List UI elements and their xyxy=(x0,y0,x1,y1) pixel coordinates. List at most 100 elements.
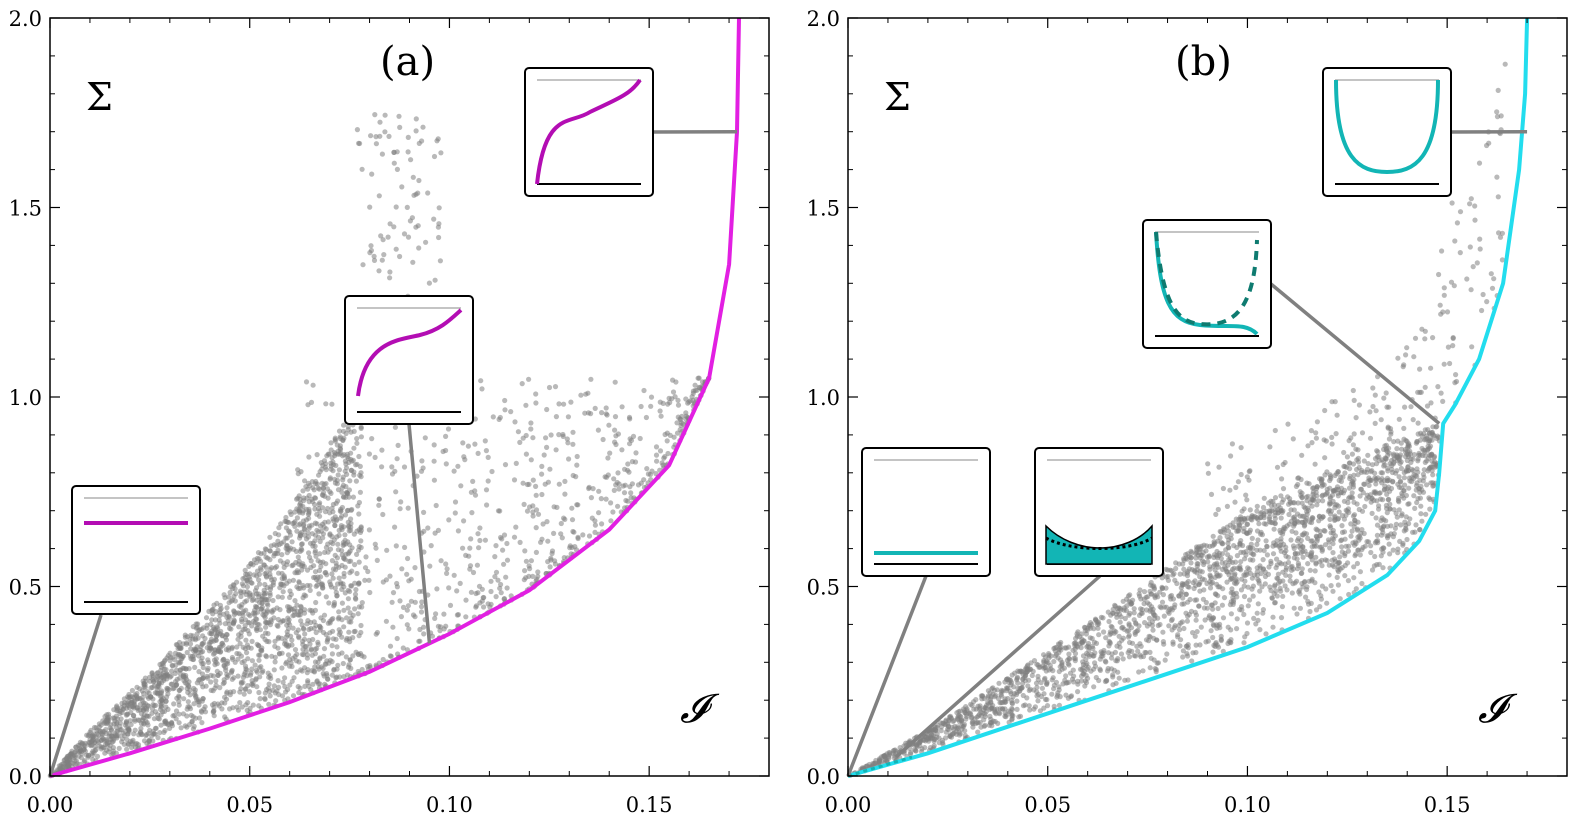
scatter-point xyxy=(1368,543,1374,549)
scatter-point xyxy=(228,626,234,632)
scatter-point xyxy=(275,594,281,600)
scatter-point xyxy=(1134,643,1140,649)
scatter-point xyxy=(1109,655,1115,661)
scatter-point xyxy=(1177,571,1183,577)
scatter-point xyxy=(1032,704,1038,710)
scatter-point xyxy=(108,726,114,732)
scatter-point xyxy=(128,722,134,728)
scatter-point xyxy=(1300,544,1306,550)
scatter-point xyxy=(433,611,439,617)
scatter-point xyxy=(1373,515,1379,521)
scatter-point xyxy=(325,676,331,682)
scatter-point xyxy=(1113,611,1119,617)
scatter-point xyxy=(956,709,962,715)
scatter-point xyxy=(608,500,614,506)
scatter-point xyxy=(306,492,312,499)
scatter-point xyxy=(1326,562,1332,568)
scatter-point xyxy=(1398,465,1404,472)
scatter-point xyxy=(356,633,362,639)
scatter-point xyxy=(310,681,316,687)
inset-curve xyxy=(535,78,642,185)
scatter-point xyxy=(167,650,173,656)
scatter-point xyxy=(1324,469,1330,475)
scatter-point xyxy=(1383,442,1389,448)
scatter-point xyxy=(256,652,262,658)
scatter-point xyxy=(578,392,584,398)
scatter-point xyxy=(266,620,272,626)
scatter-point xyxy=(199,661,205,667)
scatter-point xyxy=(1261,521,1267,527)
scatter-point xyxy=(1138,596,1144,602)
scatter-point xyxy=(279,594,285,600)
scatter-point xyxy=(213,609,219,615)
inset xyxy=(344,295,474,425)
scatter-point xyxy=(135,707,141,714)
scatter-point xyxy=(94,753,101,760)
scatter-point xyxy=(1300,554,1306,560)
scatter-point xyxy=(481,604,487,610)
scatter-point xyxy=(210,673,217,679)
scatter-point xyxy=(158,704,165,710)
scatter-point xyxy=(258,606,264,612)
scatter-point xyxy=(908,751,914,757)
scatter-point xyxy=(290,577,296,583)
scatter-point xyxy=(300,488,306,494)
scatter-point xyxy=(1278,539,1284,545)
scatter-point xyxy=(1348,521,1354,527)
scatter-point xyxy=(1274,556,1280,562)
scatter-point xyxy=(300,638,306,645)
scatter-point xyxy=(1336,509,1342,515)
scatter-point xyxy=(565,414,572,420)
x-tick-label: 0.15 xyxy=(626,793,673,817)
scatter-point xyxy=(107,737,113,743)
scatter-point xyxy=(248,560,254,567)
scatter-point xyxy=(500,547,506,553)
scatter-point xyxy=(1150,611,1157,617)
scatter-point xyxy=(588,376,594,382)
scatter-point xyxy=(298,667,304,673)
scatter-point xyxy=(1275,571,1281,577)
scatter-point xyxy=(323,401,329,407)
boundary-curve xyxy=(49,17,741,778)
scatter-point xyxy=(1185,599,1191,605)
scatter-point xyxy=(320,582,326,589)
scatter-point xyxy=(996,680,1002,686)
scatter-point xyxy=(1322,455,1328,461)
scatter-point xyxy=(1468,287,1474,293)
scatter-point xyxy=(288,633,294,639)
scatter-point xyxy=(280,618,286,624)
scatter-point xyxy=(236,624,242,630)
scatter-point xyxy=(603,405,609,411)
scatter-point xyxy=(346,629,352,635)
scatter-point xyxy=(1290,436,1296,442)
scatter-point xyxy=(1428,400,1434,406)
scatter-point xyxy=(334,644,340,650)
scatter-point xyxy=(1117,605,1123,612)
scatter-point xyxy=(1346,591,1352,598)
scatter-point xyxy=(1339,513,1346,519)
scatter-point xyxy=(1373,481,1379,487)
scatter-point xyxy=(1233,484,1239,491)
scatter-point xyxy=(104,712,110,718)
scatter-point xyxy=(1126,632,1132,639)
scatter-point xyxy=(1302,548,1308,554)
scatter-point xyxy=(1267,444,1273,450)
scatter-point xyxy=(174,681,180,688)
scatter-point xyxy=(476,545,482,551)
scatter-point xyxy=(303,593,309,599)
scatter-point xyxy=(267,548,273,554)
scatter-point xyxy=(167,674,173,680)
scatter-point xyxy=(989,686,995,692)
scatter-point xyxy=(1096,632,1102,638)
scatter-point xyxy=(1180,595,1186,601)
scatter-point xyxy=(522,548,528,554)
scatter-point xyxy=(230,621,237,627)
scatter-point xyxy=(1152,595,1158,601)
scatter-point xyxy=(387,643,394,649)
scatter-point xyxy=(256,689,262,696)
scatter-point xyxy=(625,498,631,504)
scatter-point xyxy=(244,571,250,578)
scatter-point xyxy=(1480,291,1486,298)
scatter-point xyxy=(196,715,203,721)
scatter-point xyxy=(220,657,226,664)
